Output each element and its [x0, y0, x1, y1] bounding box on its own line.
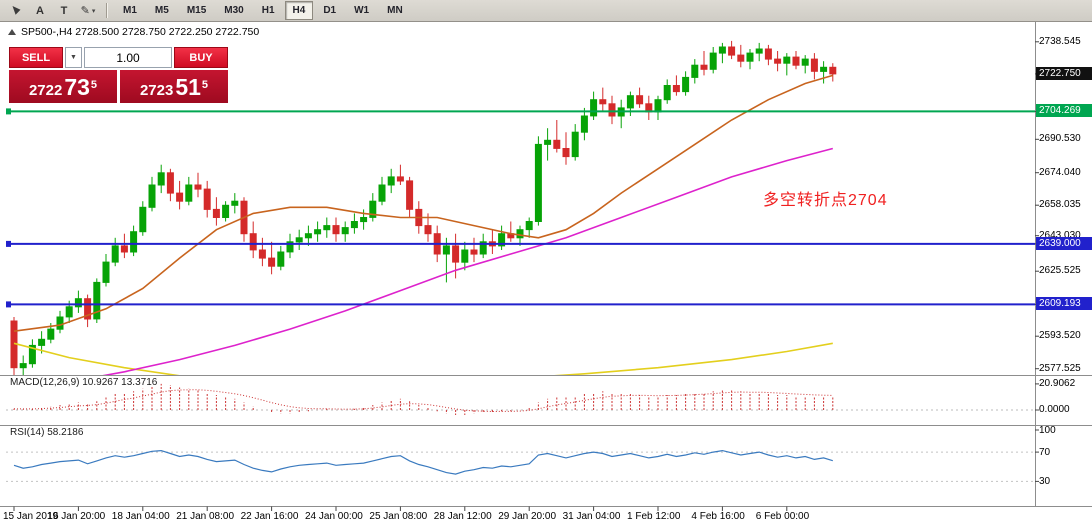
- draw-tool-icon[interactable]: ✎ ▾: [80, 5, 96, 17]
- one-click-trading-panel: SELL ▼ BUY 2722 73 5 2723 51 5: [9, 47, 228, 103]
- support-line-2639-left-marker: [6, 240, 11, 247]
- price-line-label: 2704.269: [1036, 104, 1092, 118]
- symbol-ohlc-text: SP500-,H4 2728.500 2728.750 2722.250 272…: [21, 26, 260, 38]
- time-axis-label: 29 Jan 20:00: [498, 511, 557, 522]
- rsi-indicator-label: RSI(14) 58.2186: [10, 427, 84, 438]
- rsi-axis[interactable]: 100 70 30: [1036, 424, 1092, 505]
- price-tick-label: 2674.040: [1039, 166, 1081, 178]
- price-tick-label: 2658.035: [1039, 199, 1081, 211]
- macd-axis-label: 0.0000: [1039, 404, 1070, 415]
- time-axis-label: 6 Feb 00:00: [755, 511, 810, 522]
- ask-quote: 2723 51 5: [120, 70, 228, 103]
- macd-indicator-label: MACD(12,26,9) 10.9267 13.3716: [10, 377, 158, 388]
- price-panel[interactable]: [6, 40, 1035, 392]
- bid-price-main: 2722: [28, 82, 63, 99]
- time-axis-label: 18 Jan 04:00: [111, 511, 170, 522]
- time-axis[interactable]: 15 Jan 2019 16 Jan 20:00 18 Jan 04:00 21 Ja…: [0, 507, 1035, 531]
- macd-panel[interactable]: [6, 383, 1035, 415]
- time-axis-label: 15 Jan 2019: [3, 511, 59, 522]
- timeframe-buttons-group: M1 M5 M15 M30 H1 H4 D1 W1 MN: [114, 1, 412, 20]
- buy-button[interactable]: BUY: [174, 47, 228, 68]
- price-tick-label: 2577.525: [1039, 362, 1081, 374]
- time-axis-label: 28 Jan 12:00: [433, 511, 492, 522]
- price-tick-label: 2643.030: [1039, 229, 1081, 241]
- time-axis-label: 24 Jan 00:00: [305, 511, 363, 522]
- macd-axis-label: 20.9062: [1039, 377, 1076, 389]
- timeframe-button-m30[interactable]: M30: [224, 5, 244, 16]
- rsi-panel[interactable]: [6, 449, 1035, 482]
- timeframe-button-m5[interactable]: M5: [154, 5, 169, 16]
- ma-mid-line: [102, 147, 834, 375]
- bid-price-fraction: 5: [90, 79, 98, 91]
- rsi-line: [13, 449, 833, 475]
- toolbar-separator: [106, 3, 108, 18]
- volume-input[interactable]: [84, 47, 172, 68]
- price-tick-label: 2690.530: [1039, 133, 1081, 145]
- ma-slow-line: [13, 342, 833, 375]
- resistance-line-2704-left-marker: [6, 108, 11, 115]
- sell-button[interactable]: SELL: [9, 47, 63, 68]
- price-tick-label: 2593.520: [1039, 330, 1081, 342]
- timeframe-button-w1[interactable]: W1: [354, 5, 370, 16]
- macd-axis[interactable]: 20.9062 0.0000: [1036, 376, 1092, 424]
- text-tool-icon[interactable]: T: [60, 4, 68, 17]
- chart-symbol-ohlc: SP500-,H4 2728.500 2728.750 2722.250 272…: [8, 26, 259, 38]
- drawing-tools-group: A T ✎ ▾: [4, 2, 100, 20]
- chevron-down-icon: ▾: [91, 7, 96, 15]
- rsi-axis-label: 70: [1039, 446, 1051, 458]
- ask-price-pips: 51: [175, 74, 201, 100]
- time-axis-label: 4 Feb 16:00: [691, 511, 745, 522]
- timeframe-button-m1[interactable]: M1: [123, 5, 137, 16]
- price-tick-label: 2738.545: [1039, 35, 1081, 47]
- time-axis-label: 21 Jan 08:00: [176, 511, 235, 522]
- rsi-axis-label: 30: [1039, 475, 1051, 487]
- timeframe-button-h4[interactable]: H4: [284, 1, 314, 20]
- ask-price-fraction: 5: [201, 79, 209, 91]
- label-tool-icon[interactable]: A: [36, 4, 44, 17]
- quotes-row: 2722 73 5 2723 51 5: [9, 70, 228, 103]
- bid-quote: 2722 73 5: [9, 70, 117, 103]
- time-axis-label: 22 Jan 16:00: [240, 511, 299, 522]
- price-tick-label: 2625.525: [1039, 265, 1081, 277]
- chart-annotation-text: 多空转折点2704: [763, 192, 888, 209]
- price-line-label: 2609.193: [1036, 297, 1092, 311]
- time-axis-label: 31 Jan 04:00: [562, 511, 621, 522]
- time-axis-label: 16 Jan 20:00: [47, 511, 106, 522]
- volume-dropdown-button[interactable]: ▼: [65, 47, 82, 68]
- rsi-axis-label: 100: [1039, 424, 1056, 436]
- timeframe-button-d1[interactable]: D1: [323, 5, 337, 16]
- support-line-2609-left-marker: [6, 301, 11, 308]
- timeframe-button-mn[interactable]: MN: [387, 5, 403, 16]
- toolbar: A T ✎ ▾ M1 M5 M15 M30 H1 H4 D1 W1 MN: [0, 0, 1092, 22]
- panel-borders: [0, 22, 1092, 511]
- collapse-arrow-icon[interactable]: [8, 29, 16, 35]
- price-line-label: 2639.000: [1036, 236, 1092, 250]
- chevron-down-icon: ▼: [70, 54, 77, 61]
- ma-fast-line: [13, 74, 834, 332]
- cursor-icon[interactable]: [6, 2, 26, 20]
- timeframe-button-m15[interactable]: M15: [186, 5, 207, 16]
- time-axis-label: 1 Feb 12:00: [627, 511, 681, 522]
- timeframe-button-h1[interactable]: H1: [261, 5, 275, 16]
- bid-price-pips: 73: [64, 74, 90, 100]
- time-axis-label: 25 Jan 08:00: [369, 511, 428, 522]
- price-line-label: 2722.750: [1036, 66, 1092, 80]
- ask-price-main: 2723: [139, 82, 174, 99]
- trade-buttons-row: SELL ▼ BUY: [9, 47, 228, 68]
- macd-signal-line: [13, 389, 833, 413]
- macd-histogram: [13, 383, 834, 415]
- price-axis[interactable]: 2738.545 2690.530 2674.040 2658.035 2643.030…: [1036, 22, 1092, 375]
